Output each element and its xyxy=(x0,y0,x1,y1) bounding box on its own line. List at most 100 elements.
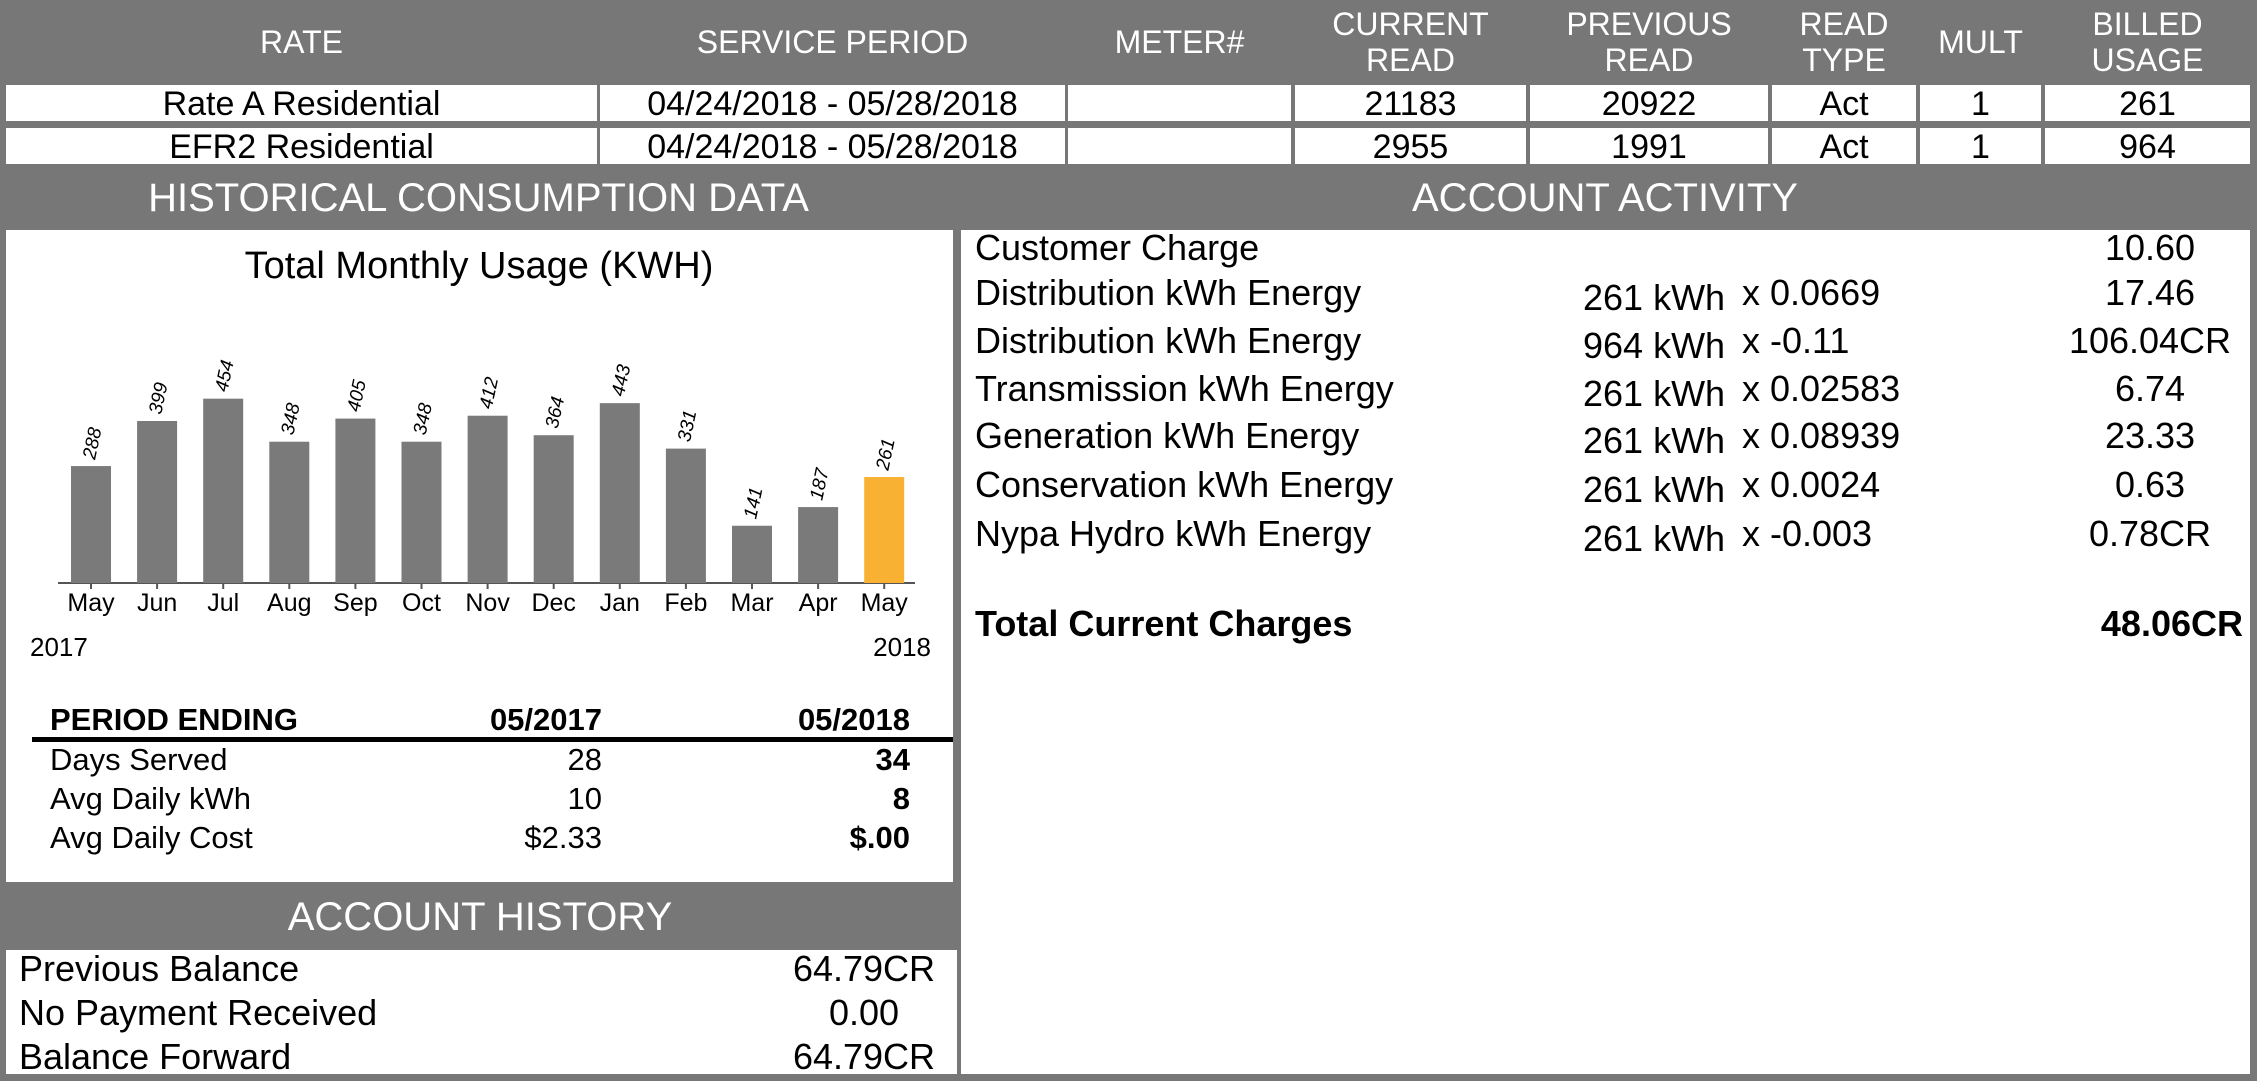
charge-amount: 23.33 xyxy=(2104,415,2196,456)
bar xyxy=(71,466,111,583)
x-tick-label: Aug xyxy=(267,589,311,617)
history-label: Previous Balance xyxy=(19,948,300,989)
bar xyxy=(203,398,244,583)
charge-quantity: 261 kWh xyxy=(1583,420,1726,461)
summary-cell: 10 xyxy=(567,781,602,816)
charge-amount: 0.78CR xyxy=(2088,513,2212,554)
charge-label: Distribution kWh Energy xyxy=(975,320,1362,361)
activity-panel xyxy=(961,230,2250,1074)
cell-text: Act xyxy=(1819,128,1869,166)
section-title: HISTORICAL CONSUMPTION DATA xyxy=(148,175,809,220)
table-cell xyxy=(6,128,597,164)
x-tick-label: May xyxy=(67,589,115,617)
charge-quantity: 261 kWh xyxy=(1583,469,1726,510)
bar xyxy=(732,525,772,583)
table-cell xyxy=(1068,128,1291,164)
table-cell xyxy=(1772,85,1916,121)
column-header: MULT xyxy=(1938,24,2023,60)
cell-text: Act xyxy=(1819,85,1869,123)
data-label: 348 xyxy=(278,401,305,437)
table-cell xyxy=(1530,85,1768,121)
charge-rate: x 0.0669 xyxy=(1742,272,1881,313)
x-tick-label: Nov xyxy=(465,589,510,617)
bar xyxy=(467,415,508,583)
history-label: No Payment Received xyxy=(19,992,378,1033)
table-cell xyxy=(1920,85,2041,121)
history-amount: 64.79CR xyxy=(792,1036,936,1077)
history-label: Balance Forward xyxy=(19,1036,292,1077)
bar xyxy=(599,403,640,583)
x-tick-label: Dec xyxy=(531,589,575,617)
column-header: PREVIOUS READ xyxy=(1566,6,1732,78)
table-cell xyxy=(1068,85,1291,121)
charge-quantity: 964 kWh xyxy=(1583,325,1726,366)
x-tick-label: Jan xyxy=(600,589,640,617)
charge-label: Conservation kWh Energy xyxy=(975,464,1394,505)
charge-quantity: 261 kWh xyxy=(1583,277,1726,318)
column-header: CURRENT READ xyxy=(1332,6,1489,78)
table-cell xyxy=(1772,128,1916,164)
charge-label: Distribution kWh Energy xyxy=(975,272,1362,313)
table-cell xyxy=(2045,85,2250,121)
charge-rate: x 0.02583 xyxy=(1742,368,1901,409)
table-cell xyxy=(6,85,597,121)
chart-title: Total Monthly Usage (KWH) xyxy=(245,245,714,287)
bar xyxy=(401,441,442,583)
data-label: 454 xyxy=(212,358,239,393)
charge-label: Transmission kWh Energy xyxy=(975,368,1394,409)
table-cell xyxy=(2045,128,2250,164)
charge-label: Nypa Hydro kWh Energy xyxy=(975,513,1372,554)
cell-text: 1 xyxy=(1971,128,1990,166)
cell-text: 1991 xyxy=(1611,128,1687,166)
bar xyxy=(269,441,310,583)
charge-rate: x -0.11 xyxy=(1742,320,1850,361)
table-cell xyxy=(600,128,1065,164)
data-label: 364 xyxy=(542,395,569,430)
cell-text: EFR2 Residential xyxy=(169,128,434,166)
data-label: 141 xyxy=(740,485,767,520)
table-cell xyxy=(600,85,1065,121)
data-label: 399 xyxy=(145,380,172,416)
summary-header: PERIOD ENDING xyxy=(50,702,299,737)
table-cell xyxy=(1920,128,2041,164)
charge-amount: 106.04CR xyxy=(2068,320,2232,361)
cell-text: 1 xyxy=(1971,85,1990,123)
summary-cell: $.00 xyxy=(849,820,910,855)
data-label: 288 xyxy=(79,425,106,462)
bar xyxy=(665,448,706,583)
summary-header: 05/2018 xyxy=(797,702,910,737)
section-title: ACCOUNT HISTORY xyxy=(287,895,673,939)
total-amount: 48.06CR xyxy=(2100,603,2243,644)
charge-rate: x 0.0024 xyxy=(1742,464,1881,505)
bar xyxy=(533,435,574,583)
x-tick-label: Jun xyxy=(137,589,177,617)
summary-cell: $2.33 xyxy=(524,820,602,855)
data-label: 443 xyxy=(608,362,635,398)
charge-amount: 6.74 xyxy=(2114,368,2186,409)
cell-text: 20922 xyxy=(1601,85,1697,123)
x-tick-label: Mar xyxy=(730,589,773,617)
summary-cell: 34 xyxy=(875,742,910,777)
charge-amount: 10.60 xyxy=(2104,227,2196,268)
summary-cell: 28 xyxy=(567,742,602,777)
charge-quantity: 261 kWh xyxy=(1583,373,1726,414)
charge-rate: x 0.08939 xyxy=(1742,415,1901,456)
cell-text: 964 xyxy=(2119,128,2176,166)
cell-text: 21183 xyxy=(1364,85,1457,123)
data-label: 261 xyxy=(872,437,899,473)
bar xyxy=(798,507,839,583)
summary-cell: Days Served xyxy=(50,742,228,777)
history-amount: 0.00 xyxy=(828,992,900,1033)
x-tick-label: May xyxy=(861,589,909,617)
year-label: 2017 xyxy=(30,632,88,662)
total-label: Total Current Charges xyxy=(975,603,1353,644)
summary-cell: Avg Daily Cost xyxy=(50,820,253,855)
bar xyxy=(864,477,905,583)
charge-quantity: 261 kWh xyxy=(1583,518,1726,559)
charge-amount: 17.46 xyxy=(2104,272,2196,313)
charge-amount: 0.63 xyxy=(2114,464,2186,505)
summary-cell: 8 xyxy=(892,781,910,816)
column-header: METER# xyxy=(1114,24,1245,60)
x-tick-label: Oct xyxy=(402,589,441,617)
